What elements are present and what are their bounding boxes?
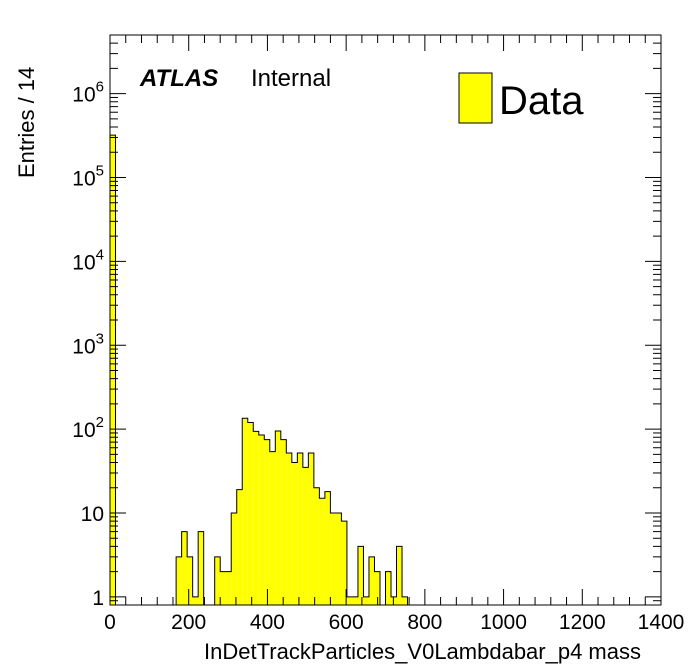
histogram-bar xyxy=(225,571,232,605)
histogram-outline xyxy=(109,134,409,605)
histogram-bar xyxy=(302,467,309,605)
y-tick-labels: 1 10 102 103 104 105 106 xyxy=(72,79,104,610)
x-tick-label: 200 xyxy=(171,611,206,634)
x-tick-label: 1400 xyxy=(638,611,685,634)
histogram-bar xyxy=(297,452,303,605)
histogram-bar xyxy=(324,491,331,605)
histogram-bar xyxy=(187,556,193,605)
x-axis-title: InDetTrackParticles_V0Lambdabar_p4 mass xyxy=(204,639,641,664)
histogram-bar xyxy=(352,596,358,605)
histogram-bar xyxy=(402,596,408,605)
histogram-bar xyxy=(385,571,392,605)
histogram-bar xyxy=(357,546,364,605)
histogram-bar xyxy=(198,531,204,605)
atlas-label: ATLAS xyxy=(139,65,218,92)
histogram-bar xyxy=(236,489,243,605)
histogram-bar xyxy=(275,430,281,605)
x-tick-label: 1200 xyxy=(559,611,606,634)
histogram-bar xyxy=(396,546,403,605)
histogram-bar xyxy=(341,521,347,605)
legend-label-data: Data xyxy=(499,79,584,123)
histogram-bar xyxy=(330,513,336,605)
x-tick-label: 1000 xyxy=(480,611,527,634)
y-tick-label: 1 xyxy=(92,587,104,610)
histogram-bar xyxy=(368,556,375,605)
histogram-bar xyxy=(319,498,325,605)
histogram-bar xyxy=(220,571,226,605)
histogram-bar xyxy=(291,462,298,605)
x-tick-label: 800 xyxy=(407,611,442,634)
histogram-bar xyxy=(253,431,259,605)
y-tick-label: 104 xyxy=(72,246,104,274)
y-tick-label: 10 xyxy=(81,503,104,526)
histogram-bar xyxy=(346,596,353,605)
legend: Data xyxy=(458,72,584,124)
x-tick-label: 400 xyxy=(250,611,285,634)
y-tick-label: 103 xyxy=(72,330,104,358)
histogram-bar xyxy=(308,452,314,605)
histogram-bar xyxy=(280,439,287,605)
axis-ticks xyxy=(109,34,662,606)
x-tick-labels: 0 200 400 600 800 1000 1200 1400 xyxy=(104,611,684,634)
histogram-bar xyxy=(231,513,237,605)
histogram-bar xyxy=(286,452,292,605)
histogram-bar xyxy=(313,487,320,605)
histogram-bar xyxy=(363,596,369,605)
x-tick-label: 0 xyxy=(104,611,116,634)
histogram-bar xyxy=(264,439,270,605)
histogram-bars xyxy=(109,134,409,605)
histogram-bar xyxy=(192,596,199,605)
histogram-bar xyxy=(335,513,342,605)
histogram-bar xyxy=(214,556,221,605)
y-tick-label: 102 xyxy=(72,414,104,442)
histogram-bar xyxy=(258,435,265,605)
y-axis-title: Entries / 14 xyxy=(14,67,39,178)
histogram-bar xyxy=(181,531,188,605)
legend-swatch xyxy=(458,72,493,124)
histogram-bar xyxy=(176,556,182,605)
internal-label: Internal xyxy=(251,65,331,92)
histogram-bar xyxy=(374,571,380,605)
x-tick-label: 600 xyxy=(329,611,364,634)
histogram-bar xyxy=(247,422,254,605)
y-tick-label: 106 xyxy=(72,79,104,107)
histogram-bar xyxy=(242,418,248,605)
histogram-bar xyxy=(269,451,276,605)
y-tick-label: 105 xyxy=(72,163,104,191)
